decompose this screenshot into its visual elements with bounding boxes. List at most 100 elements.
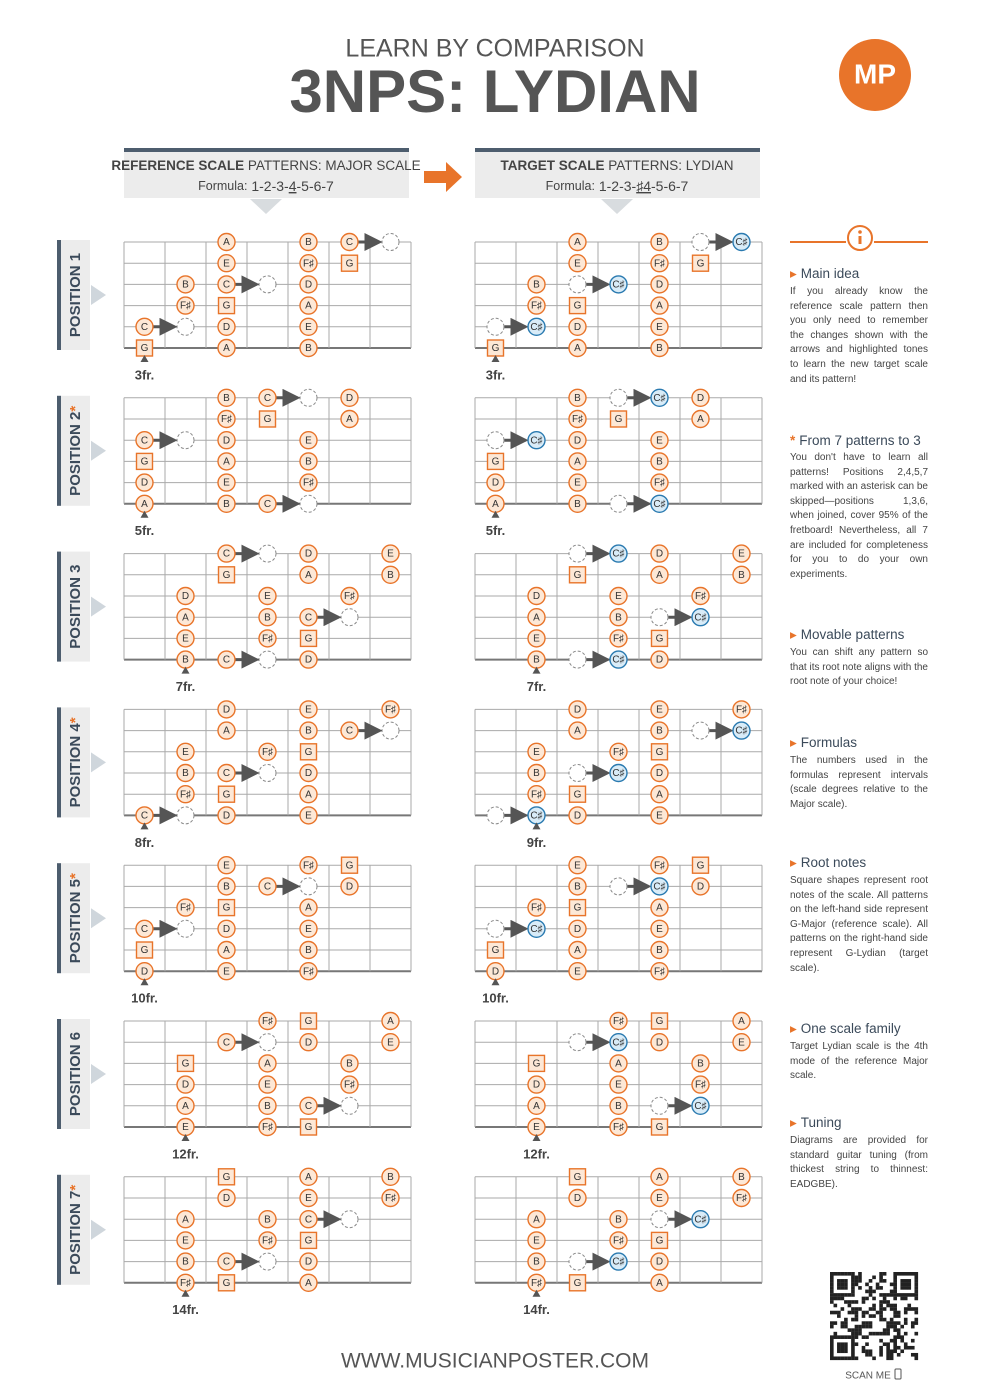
note bbox=[299, 1252, 318, 1271]
sidebar-item: ▸ Main idea If you already know the refere… bbox=[790, 266, 928, 387]
note-label: F♯ bbox=[385, 1193, 396, 1204]
note-label: D bbox=[656, 768, 663, 779]
note-label: C bbox=[141, 924, 148, 935]
qr-cell bbox=[851, 1289, 855, 1294]
qr-cell bbox=[861, 1310, 866, 1315]
note-label: A bbox=[656, 1172, 663, 1183]
note-label: A bbox=[182, 612, 189, 623]
qr-cell bbox=[903, 1307, 908, 1311]
note bbox=[568, 806, 587, 825]
sidebar-heading: ▸ Root notes bbox=[790, 855, 928, 871]
note-label: G bbox=[574, 301, 582, 312]
sidebar-heading-text: Tuning bbox=[800, 1115, 842, 1130]
note bbox=[650, 1273, 669, 1293]
qr-cell bbox=[854, 1310, 859, 1315]
note bbox=[381, 700, 400, 719]
fret-marker bbox=[140, 355, 149, 362]
note-label: F♯ bbox=[695, 1080, 706, 1091]
note-label: F♯ bbox=[262, 1236, 273, 1247]
sidebar-heading: ▸ Movable patterns bbox=[790, 627, 928, 643]
ghost-note bbox=[486, 919, 505, 938]
note bbox=[650, 338, 669, 358]
fret-label: 7fr. bbox=[527, 679, 547, 694]
note bbox=[176, 1075, 195, 1094]
qr-cell bbox=[907, 1345, 912, 1350]
fret-label: 3fr. bbox=[135, 367, 155, 382]
note-label: D bbox=[574, 1193, 581, 1204]
logo-text: MP bbox=[854, 58, 896, 89]
note bbox=[217, 806, 236, 825]
note-label: F♯ bbox=[531, 789, 542, 800]
position-name: POSITION 6 bbox=[67, 1032, 84, 1116]
note-label: A bbox=[574, 343, 581, 354]
qr-cell bbox=[861, 1349, 866, 1354]
qr-cell bbox=[910, 1352, 915, 1357]
qr-cell bbox=[861, 1321, 866, 1325]
qr-cell bbox=[889, 1349, 894, 1354]
note-label: F♯ bbox=[262, 1016, 273, 1027]
note bbox=[217, 650, 236, 669]
note bbox=[135, 919, 154, 938]
note-label: F♯ bbox=[736, 705, 747, 716]
position-tab bbox=[57, 395, 90, 506]
ghost-note bbox=[691, 721, 710, 740]
note bbox=[732, 1011, 751, 1031]
qr-cell bbox=[837, 1272, 841, 1276]
note bbox=[299, 544, 318, 563]
note bbox=[691, 409, 710, 429]
qr-cell bbox=[893, 1310, 897, 1315]
qr-cell bbox=[889, 1293, 894, 1297]
qr-cell bbox=[886, 1328, 890, 1332]
qr-cell bbox=[851, 1293, 855, 1297]
qr-cell bbox=[896, 1345, 901, 1350]
note bbox=[650, 898, 669, 917]
note-label: F♯ bbox=[221, 414, 232, 425]
note bbox=[650, 296, 669, 315]
note-label: C♯ bbox=[612, 1257, 624, 1268]
note-label: B bbox=[697, 1059, 704, 1070]
note-label: D bbox=[574, 435, 581, 446]
qr-cell bbox=[830, 1275, 834, 1280]
qr-cell bbox=[830, 1286, 834, 1290]
note-label: C♯ bbox=[530, 924, 542, 935]
info-icon-stem bbox=[858, 236, 862, 244]
note-label: C♯ bbox=[694, 1214, 706, 1225]
note-label: D bbox=[223, 811, 230, 822]
note-label: F♯ bbox=[613, 1236, 624, 1247]
title: 3NPS: LYDIAN bbox=[289, 58, 700, 125]
note-label: G bbox=[141, 457, 149, 468]
qr-cell bbox=[896, 1328, 901, 1332]
note-label: G bbox=[346, 860, 354, 871]
note bbox=[299, 1032, 318, 1052]
note-label: G bbox=[656, 747, 664, 758]
qr-cell bbox=[882, 1293, 887, 1297]
position-pointer bbox=[91, 596, 106, 617]
qr-cell bbox=[875, 1282, 880, 1287]
qr-cell bbox=[910, 1321, 915, 1325]
qr-cell bbox=[837, 1293, 841, 1297]
note-label: D bbox=[182, 1080, 189, 1091]
note bbox=[217, 409, 236, 429]
note bbox=[258, 1231, 277, 1250]
note-label: E bbox=[738, 1037, 745, 1048]
qr-cell bbox=[900, 1286, 905, 1290]
note bbox=[609, 1011, 628, 1031]
qr-cell bbox=[830, 1282, 834, 1287]
qr-cell bbox=[882, 1272, 887, 1276]
note bbox=[381, 1032, 400, 1052]
note bbox=[299, 1167, 318, 1187]
note bbox=[258, 1209, 277, 1229]
note-label: B bbox=[305, 945, 312, 956]
note bbox=[609, 586, 628, 606]
note bbox=[299, 763, 318, 783]
ghost-note bbox=[650, 608, 669, 627]
note-label: F♯ bbox=[303, 478, 314, 489]
qr-cell bbox=[903, 1272, 908, 1276]
note bbox=[299, 919, 318, 938]
note bbox=[217, 544, 236, 563]
note bbox=[217, 317, 236, 336]
qr-cell bbox=[840, 1335, 845, 1339]
note-label: C♯ bbox=[612, 549, 624, 560]
note-label: F♯ bbox=[262, 634, 273, 645]
note-label: A bbox=[305, 1278, 312, 1289]
